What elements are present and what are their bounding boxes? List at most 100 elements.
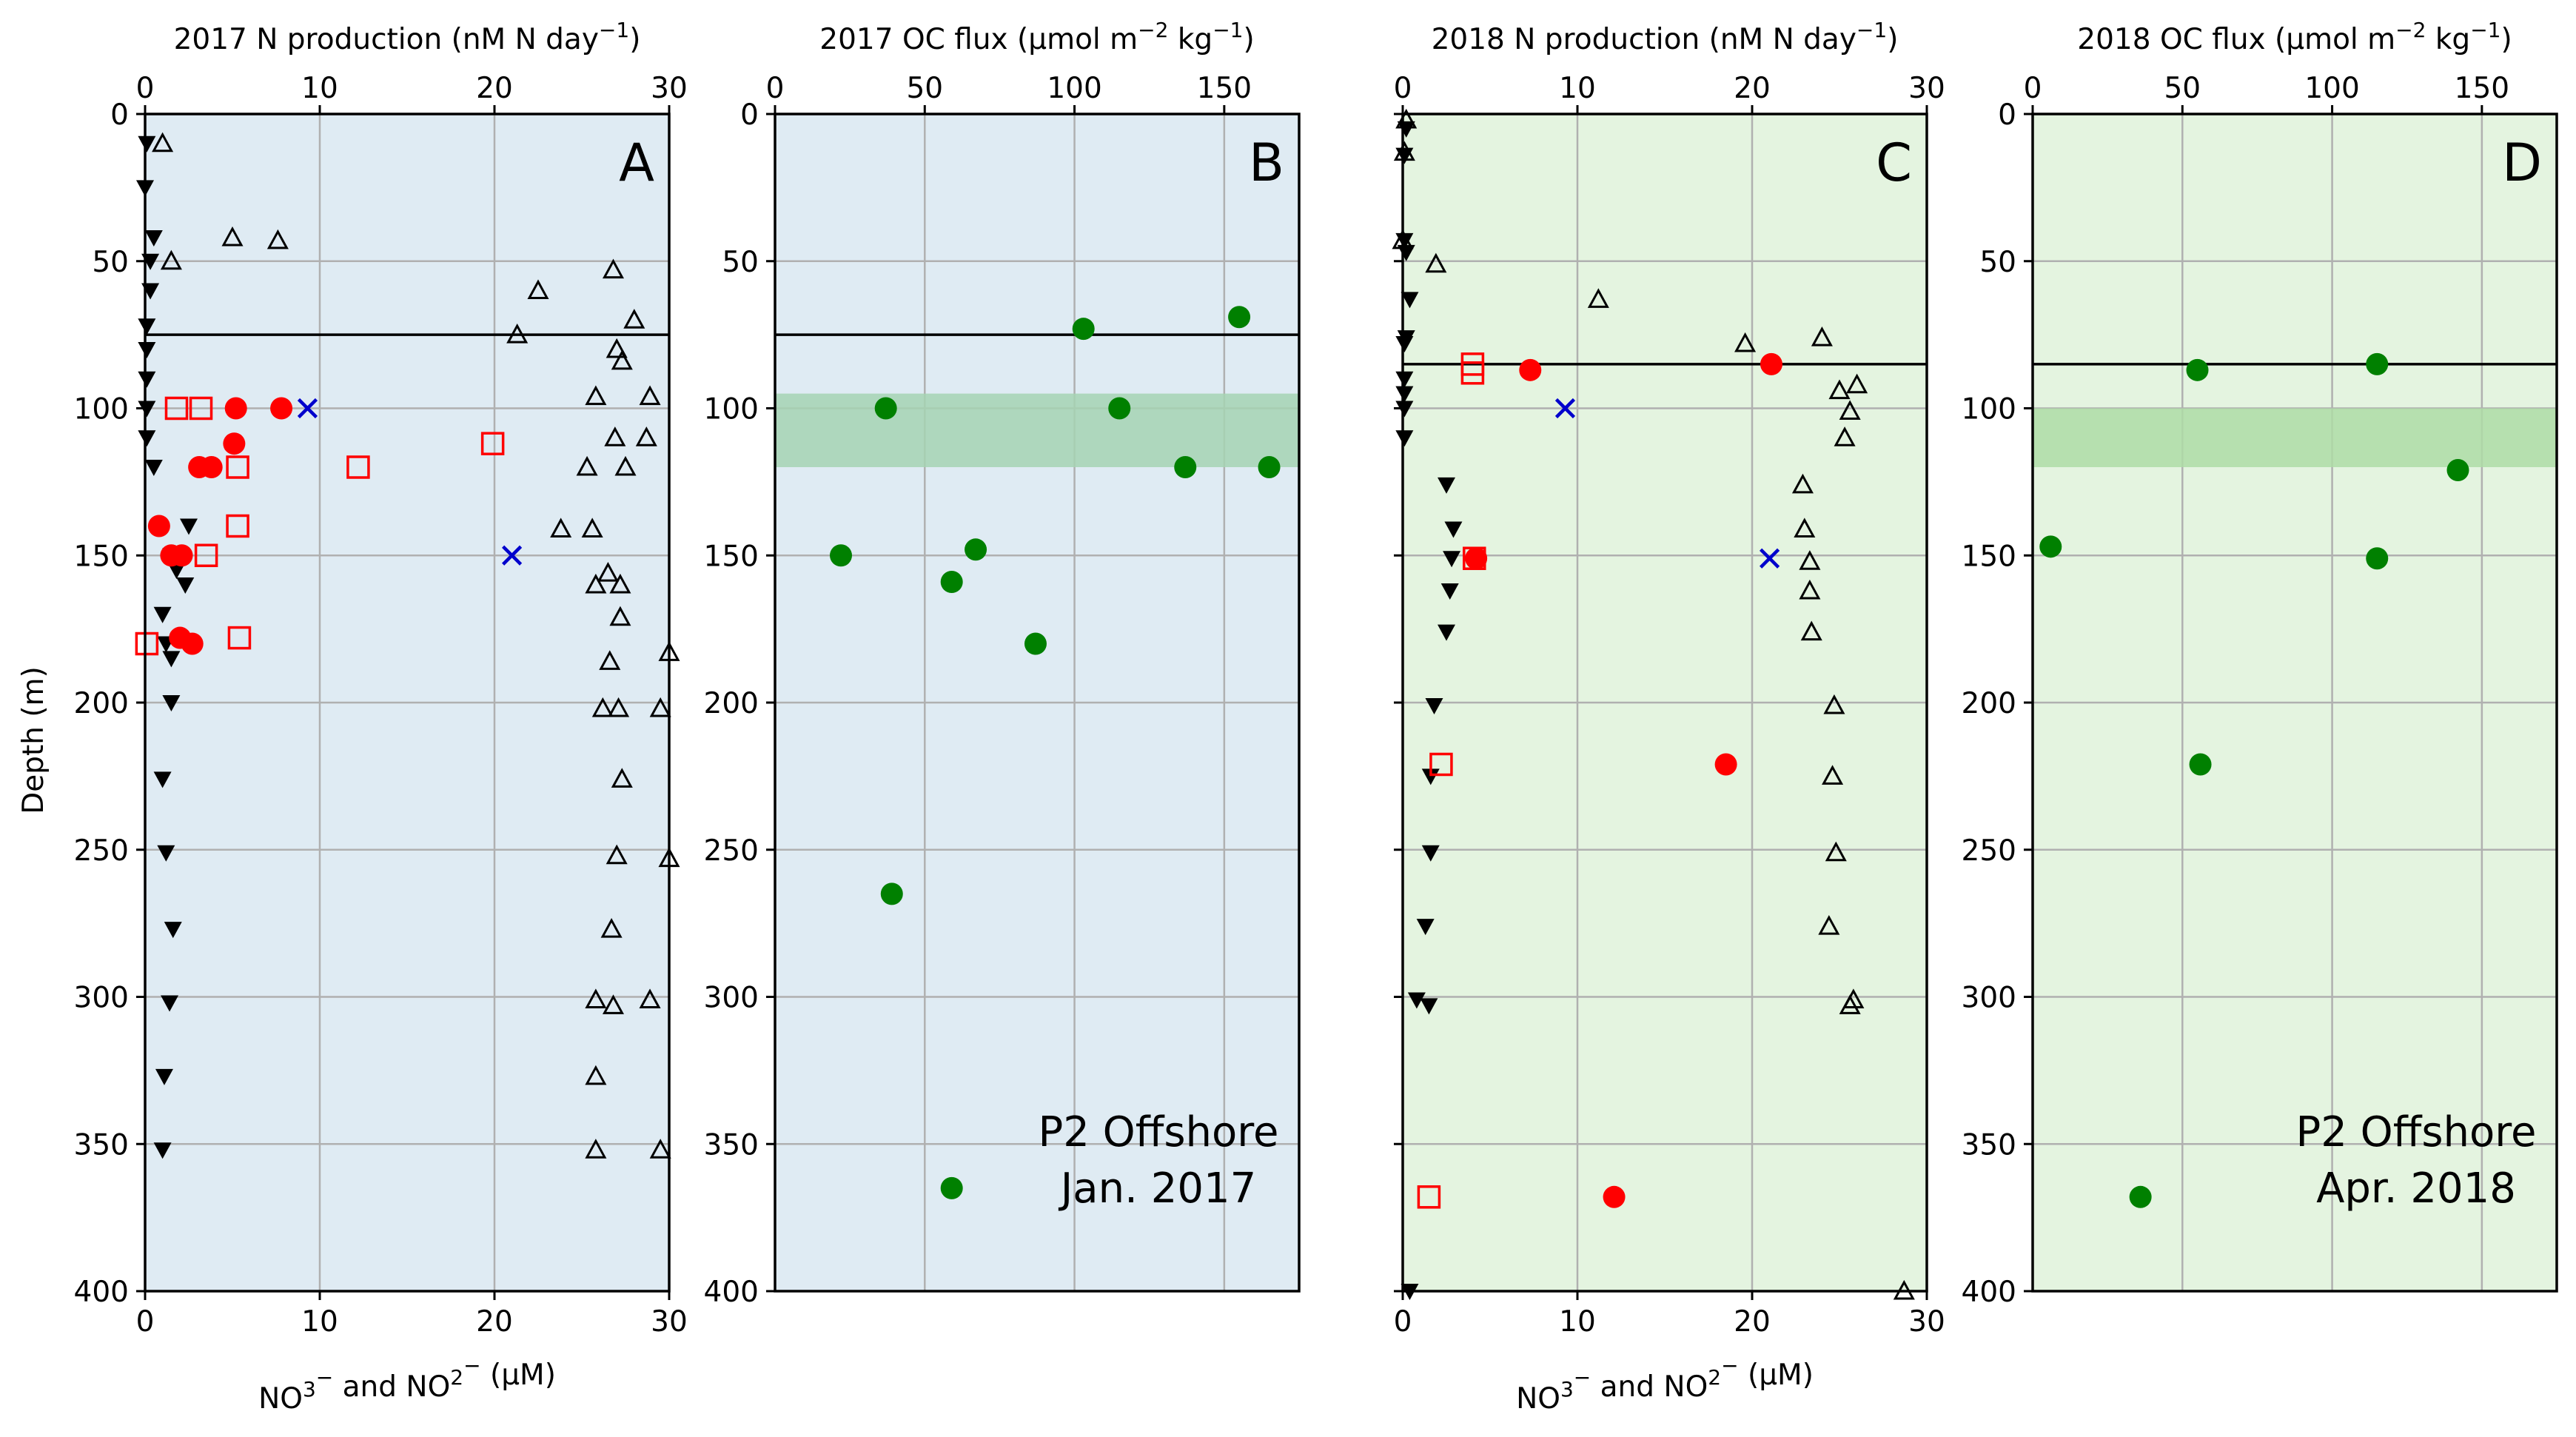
data-point	[1258, 456, 1281, 478]
y-axis-title: Depth (m)	[17, 666, 50, 814]
data-point	[2189, 753, 2212, 776]
data-point	[167, 563, 186, 580]
data-point	[144, 460, 163, 476]
series-square-open	[1417, 352, 1486, 1209]
data-point	[1811, 326, 1833, 346]
bottom-x-tick-label: 20	[1734, 1305, 1771, 1339]
site-note-line: P2 Offshore	[1038, 1108, 1278, 1156]
data-point	[155, 1068, 173, 1085]
bottom-x-axis-title: NO3− and NO2− (μM)	[258, 1353, 556, 1416]
top-x-tick-label: 50	[2164, 72, 2201, 105]
data-point	[1416, 919, 1435, 936]
y-tick-label: 200	[74, 687, 129, 720]
x-marker-stroke	[1760, 548, 1780, 569]
data-point	[1465, 547, 1488, 570]
data-point	[1800, 620, 1822, 641]
data-point	[1395, 371, 1414, 388]
data-point	[609, 573, 631, 594]
y-tick-label: 150	[1962, 540, 2016, 573]
series-x	[1554, 398, 1780, 569]
top-x-tick-label: 0	[1394, 72, 1412, 105]
site-note-line: P2 Offshore	[2295, 1108, 2536, 1156]
y-tick-label: 300	[1962, 982, 2016, 1015]
data-point	[2039, 535, 2062, 558]
data-point	[649, 697, 671, 717]
data-point	[1395, 430, 1414, 447]
data-point	[527, 279, 549, 299]
data-point	[1444, 521, 1463, 538]
data-point	[1395, 386, 1414, 403]
y-tick-label: 250	[704, 834, 759, 868]
bottom-x-tick-label: 10	[1559, 1305, 1596, 1339]
data-point	[940, 1176, 963, 1199]
data-point	[147, 515, 170, 537]
panel-c: 0 10 20 30 0 10 20 30 2018 N production (nM N da…	[1392, 18, 1945, 1339]
y-tick-label: 0	[740, 98, 759, 132]
data-point	[2366, 352, 2389, 375]
data-point	[152, 132, 174, 153]
data-point	[606, 844, 628, 865]
data-point	[591, 697, 614, 717]
data-point	[1839, 994, 1861, 1014]
data-point	[585, 988, 607, 1008]
data-point	[161, 995, 179, 1012]
data-point	[608, 697, 630, 717]
y-tick-label: 400	[1962, 1276, 2016, 1309]
data-point	[639, 385, 661, 406]
data-point	[1603, 1185, 1626, 1208]
bottom-x-tick-label: 10	[301, 1305, 338, 1339]
data-point	[297, 398, 318, 419]
series-x	[297, 398, 523, 566]
data-point	[649, 1139, 671, 1159]
y-tick-label: 50	[722, 246, 759, 279]
panel-letter: B	[1249, 133, 1284, 193]
top-x-tick-label: 50	[906, 72, 943, 105]
data-point	[162, 695, 181, 711]
data-point	[1791, 473, 1814, 494]
y-tick-label: 0	[1998, 98, 2016, 132]
panel-letter: D	[2502, 133, 2542, 193]
panel-title: 2018 OC flux (μmol m−2 kg−1)	[2077, 18, 2512, 56]
data-point	[2186, 358, 2209, 381]
data-point	[585, 573, 607, 594]
data-point	[585, 1065, 607, 1085]
top-x-tick-label: 30	[1908, 72, 1945, 105]
data-point	[270, 397, 293, 420]
data-point	[599, 650, 621, 670]
data-point	[940, 571, 963, 594]
data-point	[164, 396, 189, 421]
panel-letter: C	[1876, 133, 1912, 193]
data-point	[602, 258, 625, 279]
y-tick-label: 150	[74, 540, 129, 573]
data-point	[609, 606, 631, 626]
data-point	[1401, 292, 1419, 309]
top-x-tick-label: 10	[301, 72, 338, 105]
data-point	[1438, 624, 1455, 641]
data-point	[1460, 361, 1485, 385]
data-point	[138, 135, 156, 153]
top-x-tick-label: 150	[2455, 72, 2509, 105]
data-point	[153, 606, 172, 623]
y-tick-label: 350	[704, 1128, 759, 1162]
y-tick-label: 350	[74, 1128, 129, 1162]
y-tick-label: 100	[1962, 393, 2016, 426]
data-point	[170, 544, 193, 567]
data-point	[138, 318, 156, 335]
data-point	[1440, 583, 1459, 600]
data-point	[1463, 546, 1486, 570]
bottom-x-tick-label: 20	[476, 1305, 513, 1339]
data-point	[585, 385, 607, 406]
y-tick-label: 200	[1962, 687, 2016, 720]
data-point	[2366, 547, 2389, 570]
data-point	[604, 426, 626, 446]
panel-title: 2017 OC flux (μmol m−2 kg−1)	[819, 18, 1254, 56]
data-point	[144, 230, 163, 247]
site-note-line: Apr. 2018	[2316, 1165, 2516, 1213]
data-point	[880, 882, 903, 905]
y-tick-label: 100	[74, 393, 129, 426]
data-point	[223, 432, 246, 455]
y-tick-label: 400	[704, 1276, 759, 1309]
data-point	[1425, 697, 1443, 714]
